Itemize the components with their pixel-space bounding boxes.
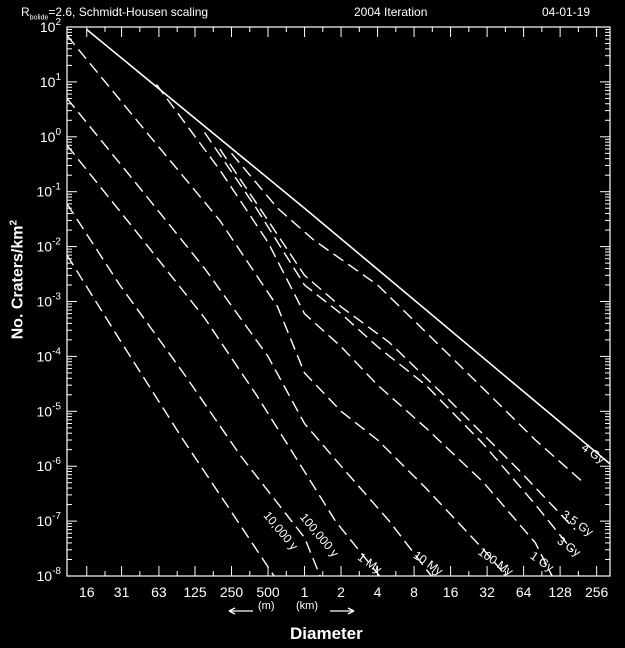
y-tick-label: 10-8 — [37, 566, 62, 584]
isochron-label: 100,000 y — [297, 510, 342, 559]
kilometers-arrow — [330, 607, 355, 615]
y-tick-label: 10-7 — [37, 511, 62, 529]
y-tick-label: 10-5 — [37, 401, 62, 419]
x-tick-label: 16 — [443, 584, 459, 600]
isochron-line — [204, 132, 573, 551]
x-tick-label: 8 — [410, 584, 418, 600]
x-tick-label: 64 — [516, 584, 532, 600]
x-tick-label: 128 — [548, 584, 572, 600]
isochron-line — [67, 254, 275, 576]
isochron-line — [67, 203, 321, 576]
meters-arrow — [228, 607, 253, 615]
isochron-line — [230, 152, 585, 484]
y-tick-label: 102 — [40, 17, 62, 35]
isochron-label: 3 Gy — [555, 534, 584, 560]
x-tick-label: 125 — [183, 584, 207, 600]
isochron-label: 1 Gy — [528, 549, 557, 575]
x-tick-label: 4 — [374, 584, 382, 600]
header-r-subscript: bolide — [29, 14, 49, 22]
header-date: 04-01-19 — [542, 5, 591, 19]
isochron-line — [67, 144, 381, 576]
isochron-label: 10,000 y — [261, 509, 301, 553]
x-tick-label: 63 — [151, 584, 167, 600]
plot-frame — [66, 26, 611, 577]
x-axis-label: Diameter — [290, 624, 363, 643]
x-tick-label: 2 — [337, 584, 345, 600]
x-tick-label: 250 — [220, 584, 244, 600]
y-tick-label: 10-2 — [37, 237, 62, 255]
x-tick-label: 32 — [479, 584, 495, 600]
header-scaling-text: =2.6, Schmidt-Housen scaling — [48, 5, 209, 19]
y-tick-label: 10-1 — [37, 182, 62, 200]
y-axis-label: No. Craters/km2 — [8, 215, 27, 345]
y-tick-label: 100 — [40, 127, 62, 145]
isochron-label: 4 Gy — [579, 440, 608, 466]
saturation-line — [86, 28, 610, 465]
x-tick-label: 16 — [79, 584, 95, 600]
isochron-label: 100 My — [475, 544, 515, 578]
header-r-symbol: R — [21, 5, 30, 19]
y-axis-label-sup: 2 — [8, 219, 20, 226]
isochron-label: 10 My — [411, 548, 446, 578]
unit-note-meters: (m) — [258, 600, 275, 612]
y-tick-label: 101 — [40, 72, 62, 90]
y-tick-label: 10-6 — [37, 456, 62, 474]
isochron-line — [155, 83, 553, 576]
x-tick-label: 1 — [301, 584, 309, 600]
y-tick-label: 10-4 — [37, 346, 62, 364]
y-tick-label: 10-3 — [37, 292, 62, 310]
unit-note-kilometers: (km) — [296, 600, 318, 612]
header-scaling-note: Rbolide=2.6, Schmidt-Housen scaling — [21, 5, 208, 21]
isochron-line — [67, 97, 433, 576]
x-tick-label: 256 — [585, 584, 609, 600]
header-iteration: 2004 Iteration — [354, 5, 428, 19]
x-tick-label: 500 — [256, 584, 280, 600]
x-tick-label: 31 — [114, 584, 130, 600]
isochron-line — [219, 148, 576, 531]
y-axis-label-text: No. Craters/km — [9, 225, 27, 340]
isochron-line — [67, 35, 507, 576]
